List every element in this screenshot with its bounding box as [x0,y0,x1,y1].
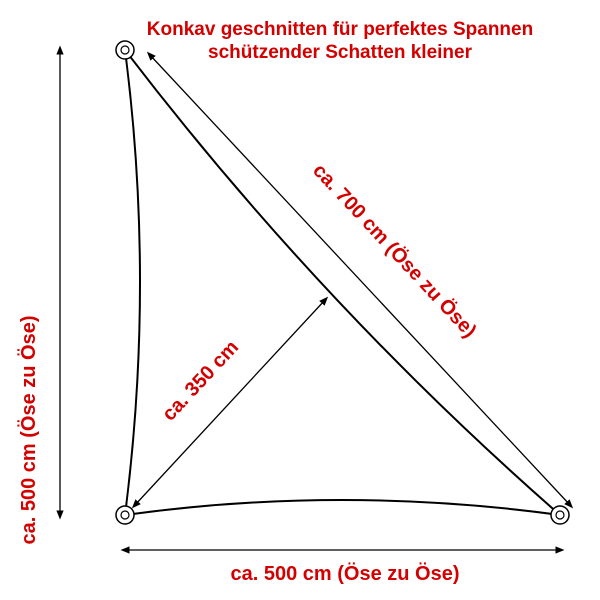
title: Konkav geschnitten für perfektes Spannen… [147,19,533,63]
left-side [125,50,140,515]
bottom-side [125,500,560,515]
hyp-700-arrow [150,55,570,505]
dimensions: ca. 500 cm (Öse zu Öse) ca. 500 cm (Öse z… [17,50,570,585]
height-350-arrow [135,300,325,505]
hyp-700-label: ca. 700 cm (Öse zu Öse) [308,159,481,342]
bottom-500-label: ca. 500 cm (Öse zu Öse) [230,562,459,585]
height-350-label: ca. 350 cm [158,336,243,425]
diagram-canvas: Konkav geschnitten für perfektes Spannen… [0,0,600,600]
eyelet-right-inner [556,511,564,519]
left-500-label: ca. 500 cm (Öse zu Öse) [17,315,40,544]
title-line2: schützender Schatten kleiner [208,42,473,63]
eyelet-top-inner [121,46,129,54]
title-line1: Konkav geschnitten für perfektes Spannen [147,19,533,40]
eyelet-left-inner [121,511,129,519]
